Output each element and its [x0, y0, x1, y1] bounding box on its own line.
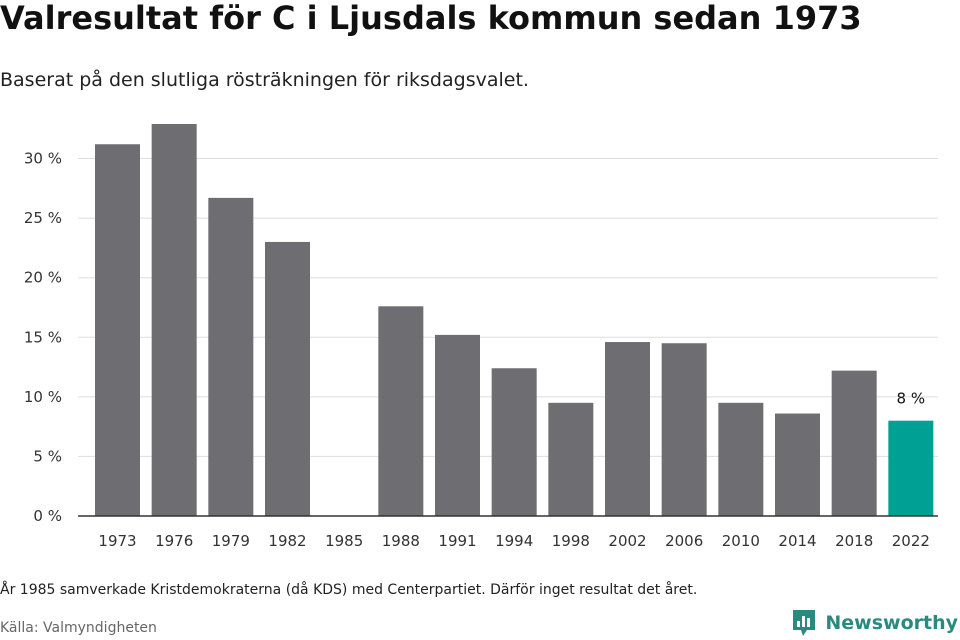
x-tick-label: 1985 [325, 532, 363, 550]
bar [661, 343, 707, 516]
x-tick-label: 1976 [155, 532, 193, 550]
y-tick-label: 20 % [24, 269, 62, 287]
bar [718, 402, 764, 516]
bar [95, 144, 140, 517]
y-tick-label: 10 % [24, 388, 62, 406]
bar-chart: 0 % 5 % 10 % 15 % 20 % 25 % 30 % 1973 1976 1979 19… [24, 124, 938, 550]
x-tick-label: 2014 [778, 532, 816, 550]
x-tick-label: 2022 [892, 532, 930, 550]
y-tick-label: 0 % [33, 507, 62, 525]
x-tick-label: 2010 [722, 532, 760, 550]
x-tick-label: 1988 [382, 532, 420, 550]
bar [548, 402, 594, 516]
y-tick-label: 30 % [24, 150, 62, 168]
bar [435, 334, 480, 516]
footnote: År 1985 samverkade Kristdemokraterna (då… [0, 582, 698, 598]
bar [151, 124, 197, 516]
source-note: Källa: Valmyndigheten [0, 620, 157, 636]
x-tick-label: 1998 [552, 532, 590, 550]
x-tick-label: 1994 [495, 532, 533, 550]
chart-subtitle: Baserat på den slutliga rösträkningen fö… [0, 69, 529, 91]
brand-logo: Newsworthy [791, 608, 958, 638]
x-tick-label: 2002 [608, 532, 646, 550]
bar [208, 197, 254, 516]
y-tick-label: 5 % [33, 447, 62, 465]
x-tick-label: 2006 [665, 532, 703, 550]
bar [265, 241, 310, 516]
x-tick-label: 1979 [212, 532, 250, 550]
bar [775, 413, 820, 516]
newsworthy-logo-icon [793, 610, 816, 636]
bar [605, 342, 650, 516]
bar [378, 306, 424, 516]
bar [491, 368, 537, 516]
data-label: 8 % [897, 390, 926, 408]
y-tick-label: 25 % [24, 209, 62, 227]
x-tick-label: 2018 [835, 532, 873, 550]
x-tick-label: 1991 [438, 532, 476, 550]
x-tick-label: 1973 [98, 532, 136, 550]
bar [831, 370, 877, 516]
x-tick-label: 1982 [268, 532, 306, 550]
y-tick-label: 15 % [24, 328, 62, 346]
bar [888, 420, 934, 516]
chart-title: Valresultat för C i Ljusdals kommun seda… [0, 0, 862, 37]
brand-name: Newsworthy [825, 612, 958, 634]
